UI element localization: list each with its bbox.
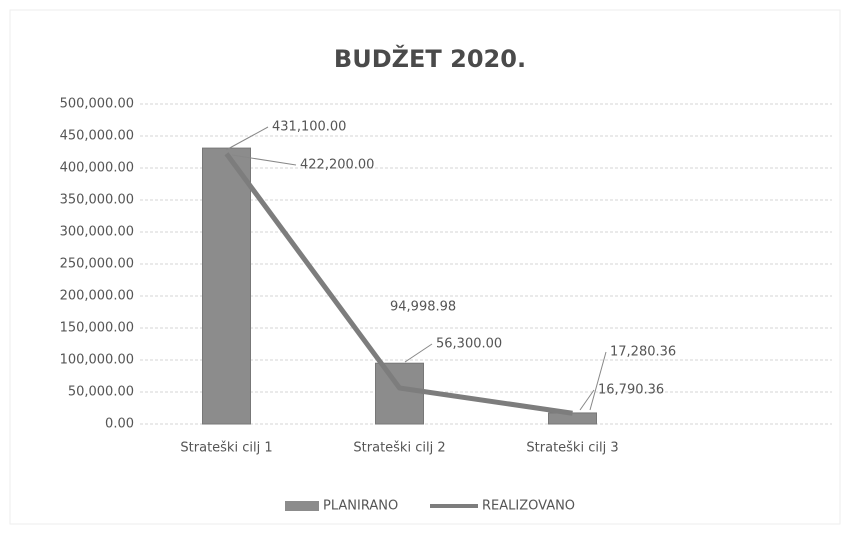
x-tick-label: Strateški cilj 3	[526, 441, 618, 456]
leader-line	[225, 126, 269, 151]
y-tick-label: 200,000.00	[60, 289, 134, 304]
y-tick-label: 300,000.00	[60, 225, 134, 240]
leader-line	[231, 154, 297, 166]
y-tick-label: 400,000.00	[60, 161, 134, 176]
chart-border	[9, 9, 841, 525]
y-tick-label: 0.00	[105, 417, 134, 432]
data-label: 94,998.98	[390, 300, 456, 315]
legend-label: PLANIRANO	[323, 499, 398, 514]
data-label: 17,280.36	[610, 345, 676, 360]
leader-line	[589, 351, 607, 411]
bar	[202, 147, 251, 425]
data-label: 431,100.00	[272, 120, 346, 135]
bar	[375, 362, 424, 425]
y-tick-label: 350,000.00	[60, 193, 134, 208]
legend-label: REALIZOVANO	[482, 499, 575, 514]
data-label: 56,300.00	[436, 337, 502, 352]
y-tick-label: 150,000.00	[60, 321, 134, 336]
y-tick-label: 500,000.00	[60, 97, 134, 112]
leader-line	[579, 389, 595, 411]
y-tick-label: 250,000.00	[60, 257, 134, 272]
line	[224, 152, 573, 416]
y-tick-label: 50,000.00	[68, 385, 134, 400]
data-label: 422,200.00	[300, 158, 374, 173]
legend-swatch	[285, 501, 319, 511]
x-tick-label: Strateški cilj 1	[180, 441, 272, 456]
data-label: 16,790.36	[598, 383, 664, 398]
y-tick-label: 450,000.00	[60, 129, 134, 144]
x-tick-label: Strateški cilj 2	[353, 441, 445, 456]
y-tick-label: 100,000.00	[60, 353, 134, 368]
chart-title: BUDŽET 2020.	[334, 44, 526, 73]
leader-line	[404, 343, 433, 363]
bar	[548, 412, 597, 425]
